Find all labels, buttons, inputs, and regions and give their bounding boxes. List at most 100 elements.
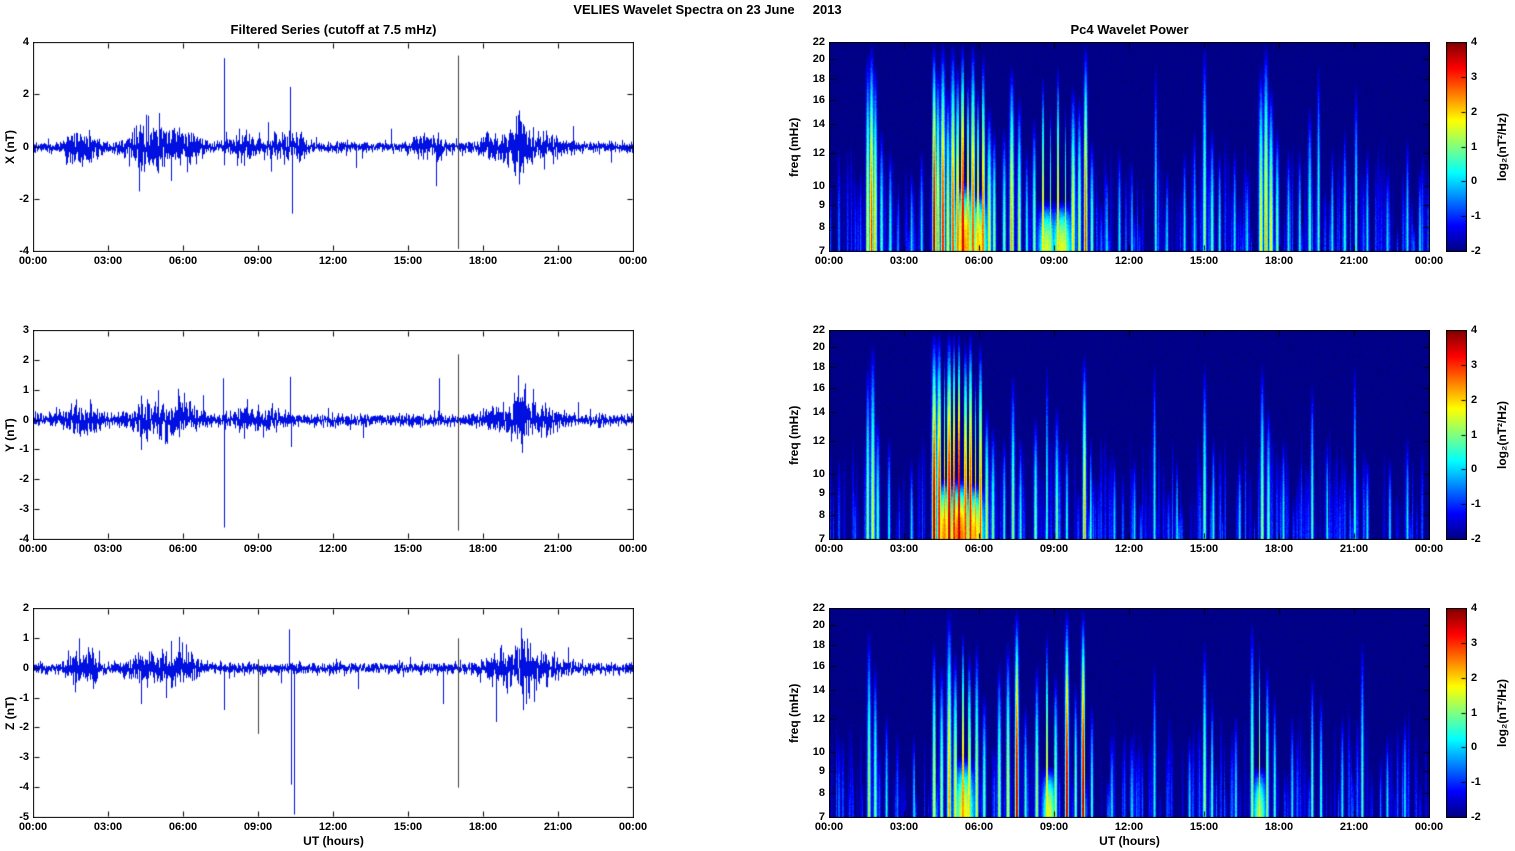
freq-tick-label: 16: [812, 382, 825, 395]
freq-tick-label: 8: [818, 508, 825, 521]
y-series-plot: [33, 330, 634, 540]
freq-tick-label: 16: [812, 94, 825, 107]
colorbar-tick-label: 3: [1471, 70, 1478, 83]
x-tick-label: 00:00: [18, 821, 48, 833]
x-tick-label: 18:00: [1264, 821, 1294, 833]
x-tick-label: 21:00: [1339, 821, 1369, 833]
y-tick-label: 1: [22, 631, 29, 644]
y-tick-label: -2: [19, 473, 29, 486]
colorbar-tick-label: 1: [1471, 140, 1478, 153]
x-tick-label: 03:00: [889, 543, 919, 555]
x-axis-label-left: UT (hours): [303, 834, 364, 848]
x-tick-label: 00:00: [814, 255, 844, 267]
x-tick-label: 00:00: [1414, 821, 1444, 833]
freq-tick-label: 10: [812, 467, 825, 480]
colorbar-tick-label: -2: [1471, 811, 1481, 823]
x-series-plot: [33, 42, 634, 252]
y-tick-label: 4: [22, 36, 29, 48]
x-tick-label: 15:00: [1189, 255, 1219, 267]
y-tick-label: 1: [22, 383, 29, 396]
colorbar-2: [1446, 330, 1467, 540]
x-tick-label: 06:00: [168, 255, 198, 267]
freq-tick-label: 22: [812, 36, 825, 48]
y-wavelet-spectrogram: [829, 330, 1430, 540]
y-tick-label: -4: [19, 781, 29, 794]
x-tick-label: 00:00: [618, 821, 648, 833]
freq-tick-label: 7: [818, 245, 825, 257]
freq-tick-label: 18: [812, 360, 825, 373]
y-tick-label: 3: [22, 324, 29, 336]
colorbar-tick-label: 4: [1471, 602, 1478, 614]
x-tick-label: 06:00: [168, 543, 198, 555]
x-tick-label: 00:00: [1414, 543, 1444, 555]
filtered-series-title: Filtered Series (cutoff at 7.5 mHz): [230, 22, 437, 37]
x-tick-label: 21:00: [543, 543, 573, 555]
colorbar-tick-label: 4: [1471, 324, 1478, 336]
colorbar-tick-label: 1: [1471, 428, 1478, 441]
x-tick-label: 21:00: [1339, 543, 1369, 555]
freq-tick-label: 14: [812, 684, 825, 697]
x-tick-label: 15:00: [393, 255, 423, 267]
x-tick-label: 18:00: [1264, 255, 1294, 267]
freq-tick-label: 9: [818, 765, 825, 778]
x-tick-label: 18:00: [1264, 543, 1294, 555]
y-tick-label: 2: [22, 88, 29, 101]
colorbar-tick-label: -1: [1471, 210, 1481, 223]
x-tick-label: 09:00: [1039, 821, 1069, 833]
x-tick-label: 12:00: [318, 255, 348, 267]
x-tick-label: 09:00: [243, 543, 273, 555]
y-tick-label: -2: [19, 721, 29, 734]
colorbar-tick-label: 2: [1471, 393, 1478, 406]
x-tick-label: 18:00: [468, 821, 498, 833]
x-tick-label: 06:00: [964, 543, 994, 555]
x-tick-label: 03:00: [889, 255, 919, 267]
colorbar-tick-label: 2: [1471, 671, 1478, 684]
freq-tick-label: 10: [812, 745, 825, 758]
y-tick-label: -5: [19, 811, 29, 823]
colorbar-1: [1446, 42, 1467, 252]
colorbar-tick-label: -1: [1471, 776, 1481, 789]
freq-tick-label: 14: [812, 406, 825, 419]
x-tick-label: 15:00: [1189, 821, 1219, 833]
x-tick-label: 09:00: [243, 821, 273, 833]
colorbar-tick-label: -2: [1471, 533, 1481, 545]
freq-tick-label: 18: [812, 638, 825, 651]
freq-tick-label: 12: [812, 434, 825, 447]
freq-tick-label: 22: [812, 324, 825, 336]
freq-tick-label: 14: [812, 118, 825, 131]
x-tick-label: 00:00: [618, 543, 648, 555]
z-series-plot: [33, 608, 634, 818]
freq-tick-label: 9: [818, 199, 825, 212]
figure-title: VELIES Wavelet Spectra on 23 June 2013: [573, 2, 842, 17]
x-tick-label: 00:00: [618, 255, 648, 267]
x-tick-label: 18:00: [468, 543, 498, 555]
freq-tick-label: 22: [812, 602, 825, 614]
colorbar-3: [1446, 608, 1467, 818]
x-tick-label: 12:00: [318, 543, 348, 555]
wavelet-power-title: Pc4 Wavelet Power: [1070, 22, 1189, 37]
colorbar-tick-label: 0: [1471, 741, 1478, 754]
y-tick-label: -3: [19, 751, 29, 764]
y-tick-label: 2: [22, 602, 29, 614]
colorbar-tick-label: 0: [1471, 175, 1478, 188]
x-tick-label: 03:00: [93, 255, 123, 267]
x-tick-label: 03:00: [889, 821, 919, 833]
x-tick-label: 00:00: [18, 543, 48, 555]
x-tick-label: 09:00: [1039, 255, 1069, 267]
x-tick-label: 09:00: [1039, 543, 1069, 555]
freq-tick-label: 8: [818, 786, 825, 799]
y-tick-label: 0: [22, 413, 29, 426]
colorbar-tick-label: 0: [1471, 463, 1478, 476]
y-tick-label: -1: [19, 691, 29, 704]
x-tick-label: 18:00: [468, 255, 498, 267]
y-tick-label: 0: [22, 661, 29, 674]
x-tick-label: 12:00: [1114, 821, 1144, 833]
y-tick-label: -4: [19, 245, 29, 257]
colorbar-tick-label: 4: [1471, 36, 1478, 48]
z-wavelet-spectrogram: [829, 608, 1430, 818]
colorbar-tick-label: -1: [1471, 498, 1481, 511]
x-tick-label: 15:00: [393, 821, 423, 833]
freq-tick-label: 18: [812, 72, 825, 85]
x-tick-label: 00:00: [18, 255, 48, 267]
x-tick-label: 12:00: [1114, 255, 1144, 267]
